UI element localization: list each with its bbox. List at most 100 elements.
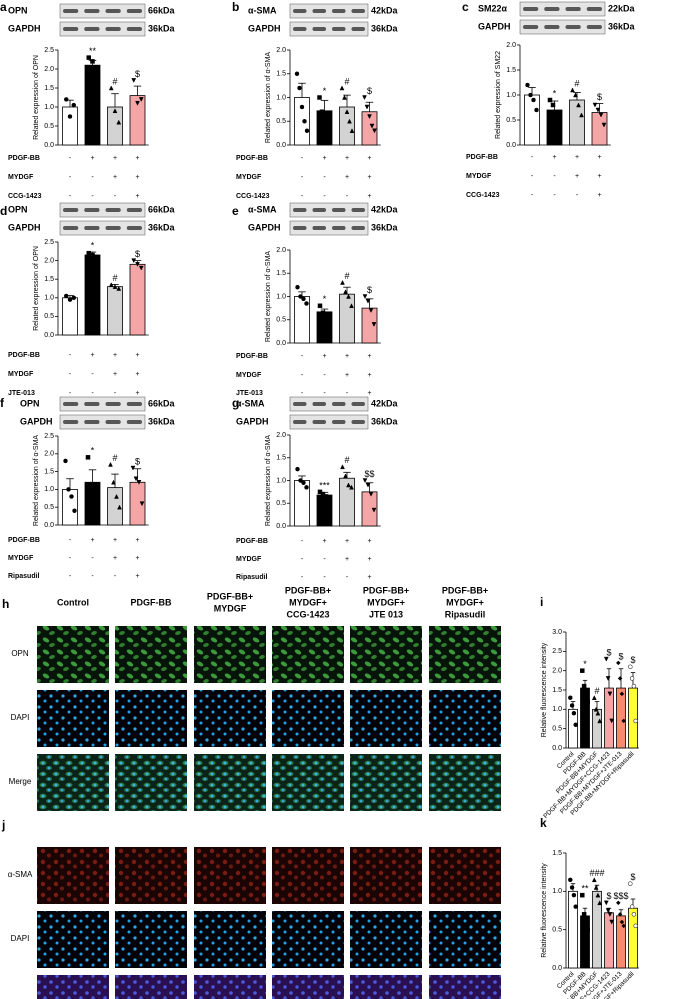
blot-band (351, 226, 365, 230)
data-point (343, 289, 348, 295)
micrograph (350, 847, 422, 904)
treatment-sign: + (135, 390, 139, 397)
treatment-sign: + (135, 555, 139, 562)
bar (129, 95, 146, 146)
data-point (323, 494, 329, 499)
blot-band (63, 9, 79, 13)
significance-mark: # (112, 76, 117, 86)
data-point (371, 322, 377, 327)
micrograph (115, 626, 187, 683)
treatment-label: PDGF-BB (8, 352, 40, 359)
blot-band (332, 402, 346, 406)
y-axis-label: Related expression of α-SMA (265, 435, 272, 527)
y-tick-label: 1.0 (552, 706, 562, 713)
treatment-sign: - (91, 555, 94, 562)
data-point (131, 78, 137, 83)
blot-band (84, 9, 100, 13)
data-point (71, 102, 76, 108)
data-point (133, 476, 139, 482)
data-point (595, 107, 601, 113)
data-point (585, 699, 590, 704)
treatment-sign: - (346, 574, 349, 581)
data-point (304, 485, 309, 490)
treatment-sign: - (301, 556, 304, 563)
data-point (550, 102, 556, 108)
treatment-sign: - (114, 573, 117, 580)
blot-size: 36kDa (608, 21, 636, 31)
bar (361, 111, 378, 146)
bar (580, 687, 590, 749)
data-point (295, 284, 300, 290)
blot-band (523, 25, 539, 29)
column-header: MYDGF+ (446, 597, 484, 607)
y-tick-label: 0.0 (276, 340, 286, 347)
data-point (63, 458, 68, 464)
panel-letter: c (462, 0, 469, 14)
data-point (593, 884, 599, 890)
column-header: MYDGF+ (367, 597, 405, 607)
bar (616, 915, 626, 969)
data-point (71, 295, 76, 301)
treatment-sign: + (345, 556, 349, 563)
micrograph (429, 626, 501, 683)
data-point (317, 303, 323, 309)
y-tick-label: 2.5 (552, 648, 562, 655)
blot-band (332, 420, 346, 424)
y-tick-label: 1.0 (276, 477, 286, 484)
blot-band (312, 27, 326, 31)
treatment-sign: + (367, 538, 371, 545)
data-point (339, 85, 345, 91)
treatment-sign: + (575, 173, 579, 180)
bar (569, 99, 585, 146)
blot-size: 22kDa (608, 3, 636, 13)
treatment-label: CCG-1423 (8, 193, 42, 200)
y-tick-label: 2.5 (44, 47, 54, 54)
data-point (297, 85, 302, 91)
data-point (304, 128, 310, 133)
y-tick-label: 0.5 (552, 927, 562, 934)
treatment-sign: + (90, 537, 94, 544)
blot-band (126, 27, 142, 31)
treatment-sign: + (135, 537, 139, 544)
bar (62, 488, 78, 526)
treatment-sign: - (301, 353, 304, 360)
data-point (320, 310, 326, 316)
data-point (301, 480, 306, 486)
significance-mark: * (91, 240, 95, 250)
data-point (108, 282, 114, 288)
data-point (344, 109, 350, 114)
data-point (597, 718, 603, 724)
data-point (581, 683, 587, 689)
data-point (67, 297, 73, 302)
row-label: α-SMA (8, 870, 33, 879)
significance-mark: # (344, 271, 349, 281)
data-point (573, 92, 578, 98)
data-point (609, 919, 615, 925)
y-axis-label: Relative fluorescence intensity (541, 642, 548, 737)
data-point (609, 718, 615, 724)
data-point (299, 104, 305, 110)
micrograph (115, 690, 187, 747)
data-point (531, 97, 536, 103)
data-point (362, 478, 368, 484)
bar (361, 491, 378, 527)
treatment-sign: - (69, 555, 72, 562)
micrograph (194, 626, 266, 683)
data-point (607, 691, 613, 697)
micrograph (272, 847, 344, 904)
panel-letter: g (232, 396, 239, 410)
treatment-sign: - (69, 155, 72, 162)
bar (546, 109, 563, 146)
data-point (320, 491, 326, 497)
y-axis-label: Relative fluorescence intensity (541, 863, 548, 958)
data-point (619, 919, 625, 925)
data-point (362, 294, 368, 300)
blot-image (289, 414, 369, 430)
micrograph (429, 975, 501, 999)
data-point (298, 478, 303, 483)
bar (84, 64, 101, 146)
data-point (571, 710, 577, 716)
y-tick-label: 1.5 (552, 687, 562, 694)
data-point (294, 71, 300, 76)
significance-mark: $ (597, 92, 602, 102)
